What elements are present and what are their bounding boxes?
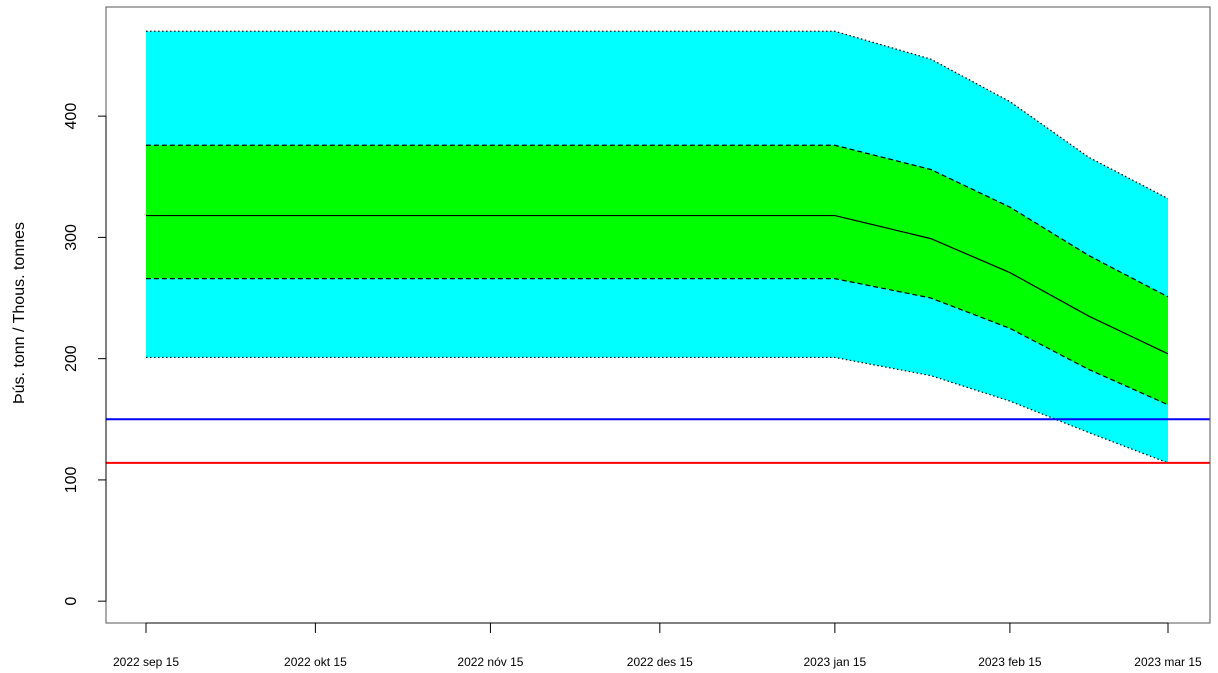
y-tick-label: 0 xyxy=(63,597,80,606)
x-tick-label: 2022 sep 15 xyxy=(113,655,179,669)
y-axis: 0 100 200 300 400 xyxy=(63,103,107,606)
x-axis: 2022 sep 15 2022 okt 15 2022 nóv 15 2022 de… xyxy=(113,622,1202,669)
x-tick-label: 2023 mar 15 xyxy=(1134,655,1202,669)
x-tick-label: 2022 okt 15 xyxy=(284,655,347,669)
y-tick-label: 300 xyxy=(63,224,80,251)
y-tick-label: 100 xyxy=(63,466,80,493)
x-tick-label: 2023 jan 15 xyxy=(803,655,866,669)
confidence-bands xyxy=(146,31,1168,463)
series-line-4 xyxy=(146,356,1169,464)
y-axis-title: Þús. tonn / Thous. tonnes xyxy=(11,222,28,404)
band-1 xyxy=(146,145,1168,405)
x-tick-label: 2022 des 15 xyxy=(627,655,693,669)
y-tick-label: 200 xyxy=(63,345,80,372)
y-tick-label: 400 xyxy=(63,103,80,130)
series-line-2 xyxy=(146,214,1169,355)
x-tick-label: 2023 feb 15 xyxy=(978,655,1042,669)
reference-lines xyxy=(106,418,1210,464)
series-lines xyxy=(146,30,1169,464)
x-tick-label: 2022 nóv 15 xyxy=(457,655,523,669)
